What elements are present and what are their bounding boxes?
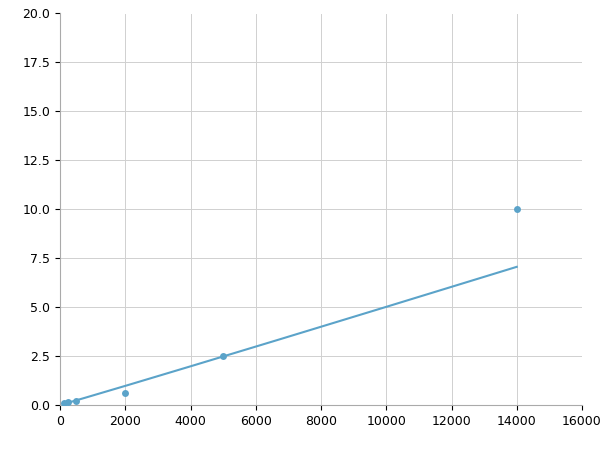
Point [512,206,521,213]
Point [64,399,73,406]
Point [218,352,228,360]
Point [59,400,69,407]
Point [71,398,81,405]
Point [121,390,130,397]
